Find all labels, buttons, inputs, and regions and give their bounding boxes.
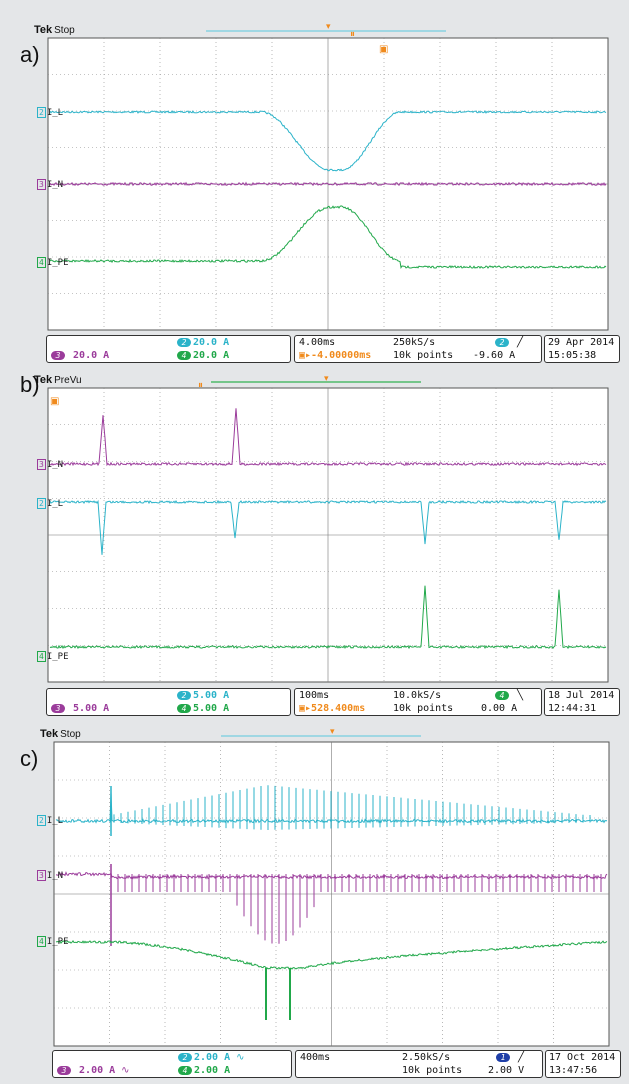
sample-rate: 2.50kS/s [402, 1052, 451, 1063]
timebase: 4.00ms [299, 337, 336, 348]
channel-label-i-pe: 4 I_PE [37, 257, 69, 268]
tek-header: Tek Stop [34, 24, 75, 36]
undefined [49, 205, 607, 269]
trigger-position-marker: ▾ [326, 22, 331, 32]
panel-a: Tek Stop a) ▾ ⏸ ▣ 2 I_L 3 I_N 4 I_PE 2 20.0 A 3… [6, 20, 623, 365]
panel-b: Tek PreVu b) ⏸ ▾ ▣ 3 I_N 2 I_L 4 I_PE 2 5.00 A … [6, 370, 623, 720]
trigger-level: 2.00 V [488, 1065, 525, 1076]
undefined [55, 940, 608, 970]
tek-header: Tek Stop [40, 728, 81, 740]
channel-label-i-l: 2 I_L [37, 107, 64, 118]
record-length: 10k points [393, 703, 454, 714]
record-length: 10k points [393, 350, 454, 361]
undefined [49, 110, 607, 172]
channel-label-i-pe: 4 I_PE [37, 936, 69, 947]
date-time-readout: 18 Jul 2014 12:44:31 [544, 688, 620, 716]
panel-letter: a) [20, 42, 40, 67]
timebase-readout: 4.00ms 250kS/s 2 ╱ ▣▸-4.00000ms 10k poin… [294, 335, 542, 363]
position-marker-icon: ▣▸ [299, 350, 312, 361]
channel-label-i-l: 2 I_L [37, 498, 64, 509]
timebase: 100ms [299, 690, 330, 701]
expansion-point-marker: ⏸ [350, 29, 355, 40]
horizontal-position: -4.00000ms [311, 350, 372, 361]
trigger-level: -9.60 A [473, 350, 516, 361]
undefined [49, 408, 607, 467]
oscilloscope-screen: ▾ [53, 727, 610, 1047]
trigger-position-marker: ▾ [324, 374, 329, 384]
vertical-scale-readout: 2 2.00 A ∿ 3 2.00 A ∿ 4 2.00 A [52, 1050, 292, 1078]
acquisition-mode: Stop [60, 729, 81, 740]
date: 29 Apr 2014 [548, 337, 615, 348]
sample-rate: 10.0kS/s [393, 690, 442, 701]
date-time-readout: 29 Apr 2014 15:05:38 [544, 335, 620, 363]
panel-letter: b) [20, 372, 40, 397]
trigger-slope-icon: ╱ [518, 1052, 525, 1063]
channel-label-i-n: 3 I_N [37, 179, 64, 190]
ch4-scale: 5.00 A [193, 703, 230, 714]
time: 12:44:31 [548, 703, 597, 714]
channel-label-i-pe: 4 I_PE [37, 651, 69, 662]
tek-header: Tek PreVu [34, 374, 82, 386]
expansion-point-marker: ⏸ [198, 380, 203, 391]
timebase-readout: 100ms 10.0kS/s 4 ╲ ▣▸528.400ms 10k point… [294, 688, 542, 716]
panel-letter: c) [20, 746, 39, 771]
acquisition-mode: Stop [54, 25, 75, 36]
acquisition-mode: PreVu [54, 375, 82, 386]
time: 15:05:38 [548, 350, 597, 361]
timebase: 400ms [300, 1052, 331, 1063]
trigger-position-marker: ▾ [330, 727, 335, 737]
undefined [56, 871, 608, 880]
panel-c: Tek Stop c) ▾ 2 I_L 3 I_N 4 I_PE 2 2.00 A ∿ 3… [6, 724, 623, 1082]
channel-label-i-l: 2 I_L [37, 815, 64, 826]
date: 17 Oct 2014 [549, 1052, 616, 1063]
ch3-scale: 5.00 A [73, 703, 110, 714]
ch2-scale: 20.0 A [193, 337, 230, 348]
waveform-i-n-spikes [117, 874, 602, 944]
ch4-scale: 2.00 A [194, 1065, 231, 1076]
channel-label-i-n: 3 I_N [37, 459, 64, 470]
trigger-time-marker: ▣ [50, 396, 59, 407]
ch4-scale: 20.0 A [193, 350, 230, 361]
undefined [49, 181, 607, 187]
time: 13:47:56 [549, 1065, 598, 1076]
vertical-scale-readout: 2 20.0 A 3 20.0 A 4 20.0 A [46, 335, 291, 363]
record-length: 10k points [402, 1065, 463, 1076]
ch2-scale: 5.00 A [193, 690, 230, 701]
timebase-readout: 400ms 2.50kS/s 1 ╱ 10k points 2.00 V [295, 1050, 543, 1078]
trigger-time-marker: ▣ [379, 44, 388, 55]
date-time-readout: 17 Oct 2014 13:47:56 [545, 1050, 621, 1078]
position-marker-icon: ▣▸ [299, 703, 312, 714]
oscilloscope-screen: ▾ ⏸ ▣ [47, 22, 609, 331]
trigger-level: 0.00 A [481, 703, 518, 714]
trigger-slope-icon: ╱ [517, 337, 524, 348]
waveform-i-l-bursts [113, 785, 591, 830]
ch2-scale: 2.00 A [194, 1052, 231, 1063]
sample-rate: 250kS/s [393, 337, 436, 348]
channel-label-i-n: 3 I_N [37, 870, 64, 881]
ch3-scale: 20.0 A [73, 350, 110, 361]
trigger-slope-icon: ╲ [517, 690, 524, 701]
undefined [49, 585, 607, 650]
horizontal-position: 528.400ms [311, 703, 366, 714]
vertical-scale-readout: 2 5.00 A 3 5.00 A 4 5.00 A [46, 688, 291, 716]
graticule-grid [48, 388, 608, 682]
undefined [49, 499, 607, 555]
oscilloscope-screen: ⏸ ▾ ▣ [47, 374, 609, 683]
ch3-scale: 2.00 A [79, 1065, 116, 1076]
date: 18 Jul 2014 [548, 690, 615, 701]
